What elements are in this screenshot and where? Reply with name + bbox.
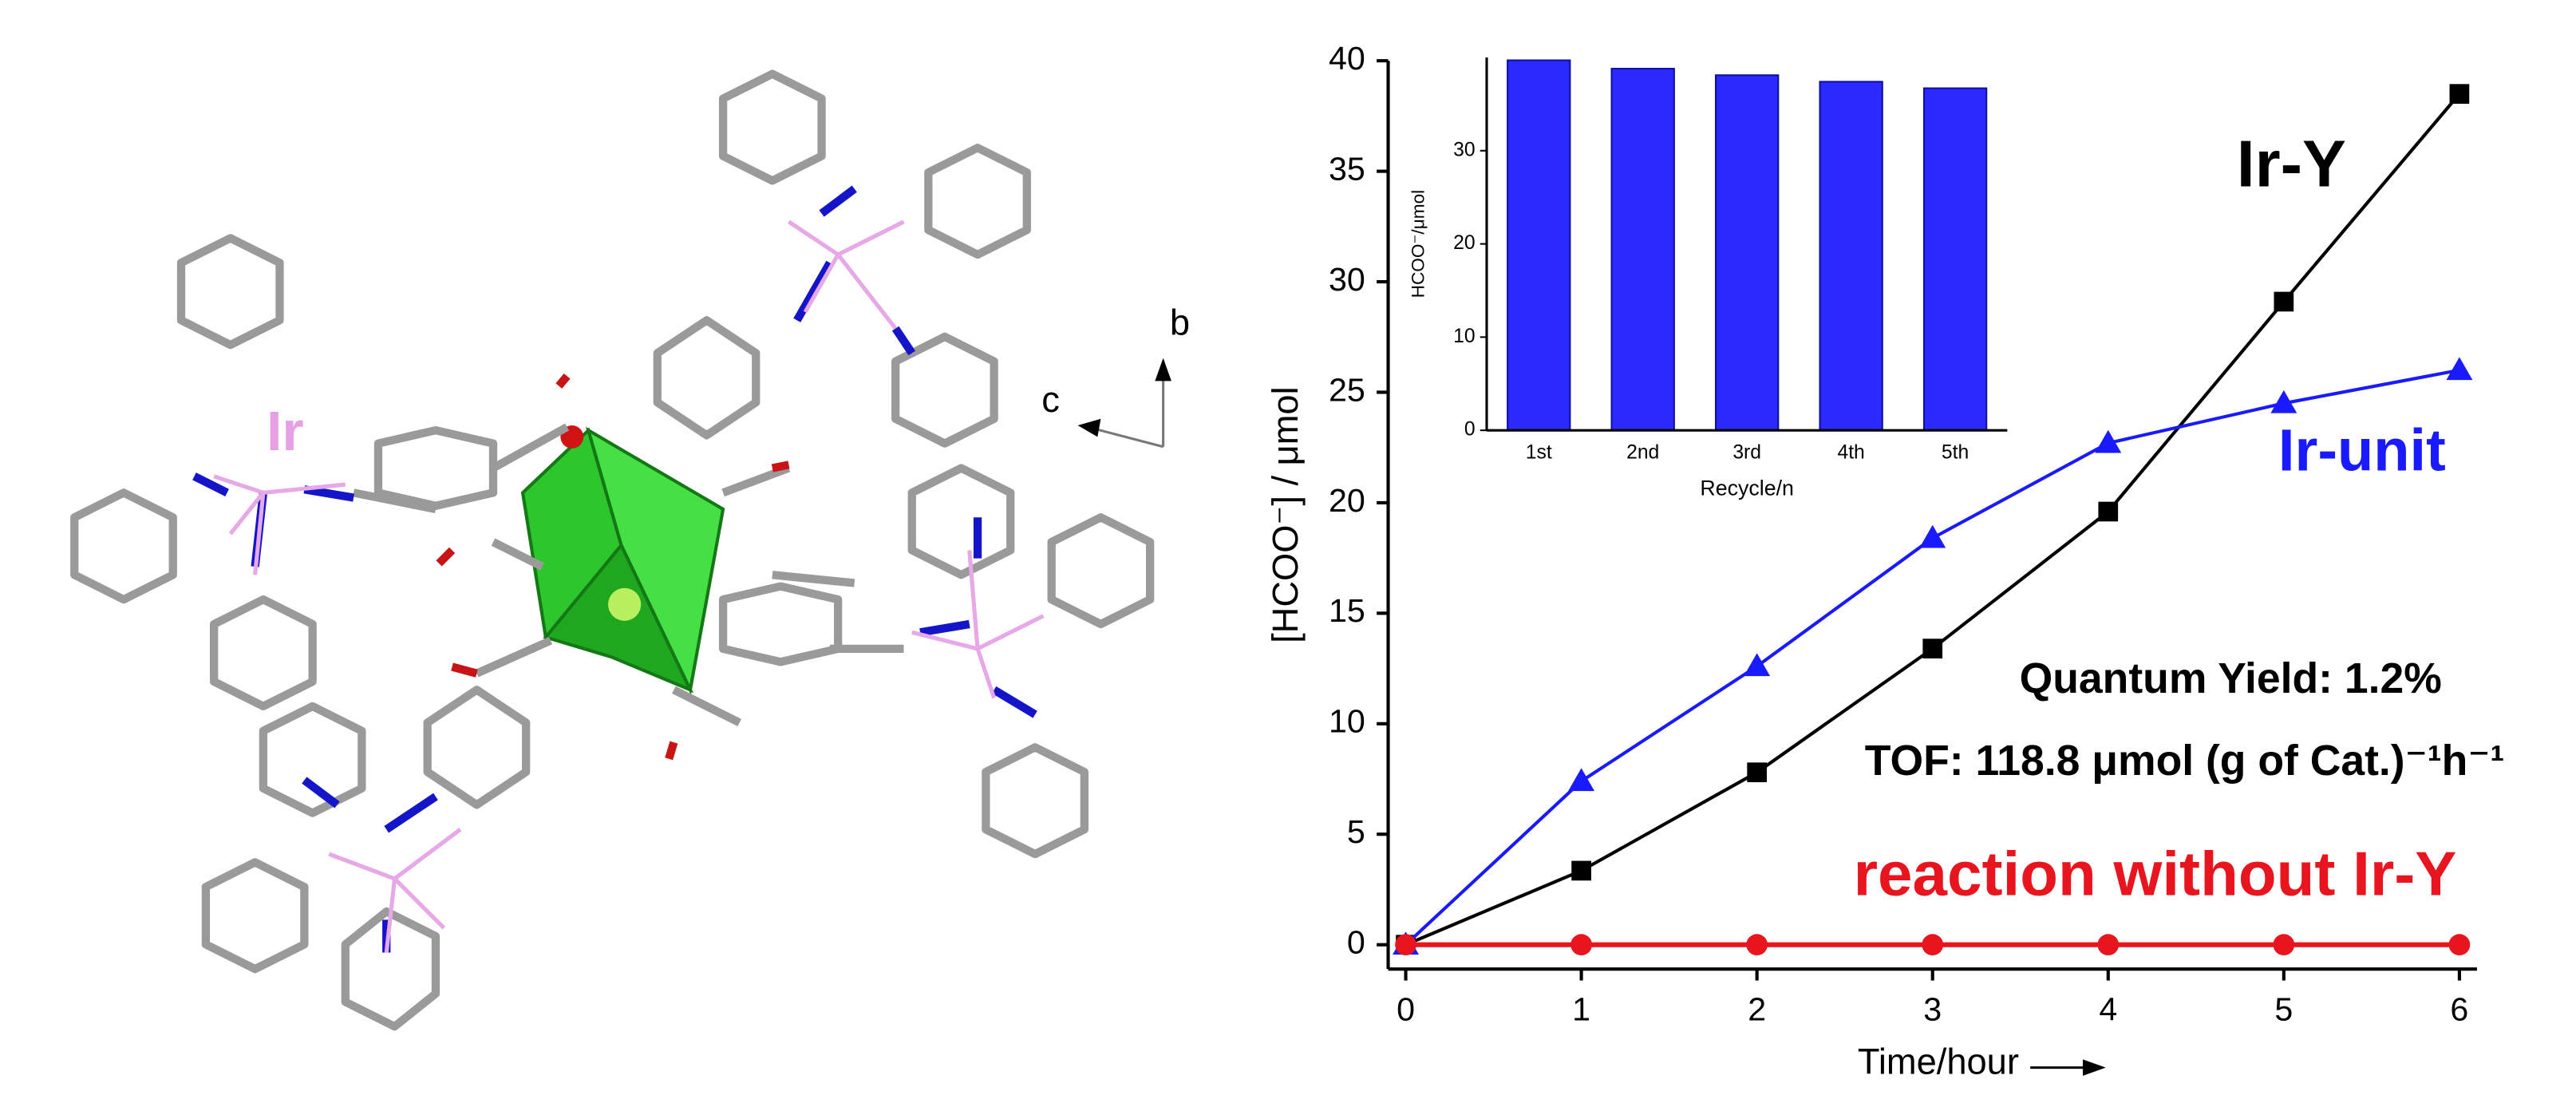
marker [2098,501,2119,522]
marker [1395,934,1416,956]
axis-arrowhead [1077,418,1101,437]
x-tick-label: 3rd [1732,441,1761,463]
y-tick-label: 10 [1329,703,1365,740]
marker [1744,653,1771,677]
marker [2273,934,2295,956]
marker [1570,934,1592,956]
marker [2274,291,2294,312]
marker [1571,860,1591,881]
x-tick-label: 2 [1748,991,1766,1028]
axis-label: c [1041,379,1060,420]
x-tick-label: 6 [2450,991,2468,1028]
x-tick-label: 4 [2099,991,2117,1028]
bar [1819,81,1883,432]
molecule-structure: Ir b c [70,69,1190,1031]
x-tick-label: 5th [1942,441,1969,463]
series-label: reaction without Ir-Y [1854,839,2457,909]
bar [1610,68,1675,432]
y-tick-label: 30 [1453,139,1475,160]
x-tick-label: 0 [1397,991,1415,1028]
y-tick-label: 35 [1329,150,1365,187]
y-tick-label: 20 [1329,482,1365,519]
y-tick-label: 15 [1329,592,1365,629]
y-tick-label: 5 [1347,813,1365,850]
marker [2097,934,2120,956]
marker [1919,524,1946,548]
marker [1922,639,1943,659]
axis-arrowhead [1155,358,1171,382]
x-axis-label: Recycle/n [1700,476,1793,500]
x-tick-label: 5 [2274,991,2293,1028]
y-tick-label: 0 [1464,419,1476,441]
marker [1568,768,1595,792]
x-tick-label: 2nd [1626,441,1659,463]
y-tick-label: 40 [1329,40,1365,77]
marker [2449,84,2470,105]
marker [2270,389,2297,413]
y-tick-label: 10 [1453,326,1475,347]
y-axis-label: HCOO⁻/μmol [1409,190,1428,298]
marker [2095,429,2122,453]
xlabel-arrow [2083,1059,2106,1076]
series-label: Ir-Y [2237,128,2346,201]
marker [2446,357,2473,381]
annotation: Quantum Yield: 1.2% [2020,655,2442,702]
marker [1922,934,1944,956]
x-tick-label: 4th [1837,441,1864,463]
bar [1507,59,1571,432]
marker [1746,934,1768,956]
atom-label: Ir [267,400,304,462]
crystal-axis [1087,425,1164,449]
x-tick-label: 1 [1572,991,1590,1028]
y-tick-label: 20 [1453,232,1475,254]
y-tick-label: 0 [1347,924,1365,961]
x-axis-label: Time/hour [1858,1041,2019,1081]
bar [1922,87,1988,432]
atom [608,587,642,621]
series-label: Ir-unit [2278,417,2446,484]
y-axis-label: [HCOO⁻] / μmol [1265,386,1306,643]
x-tick-label: 1st [1526,441,1552,463]
marker [2448,934,2471,956]
y-tick-label: 30 [1329,261,1365,298]
y-tick-label: 25 [1329,371,1365,408]
bar [1715,74,1780,432]
axis-label: b [1170,302,1190,342]
x-tick-label: 3 [1923,991,1942,1028]
marker [1747,762,1767,783]
annotation: TOF: 118.8 μmol (g of Cat.)⁻¹h⁻¹ [1865,737,2505,785]
